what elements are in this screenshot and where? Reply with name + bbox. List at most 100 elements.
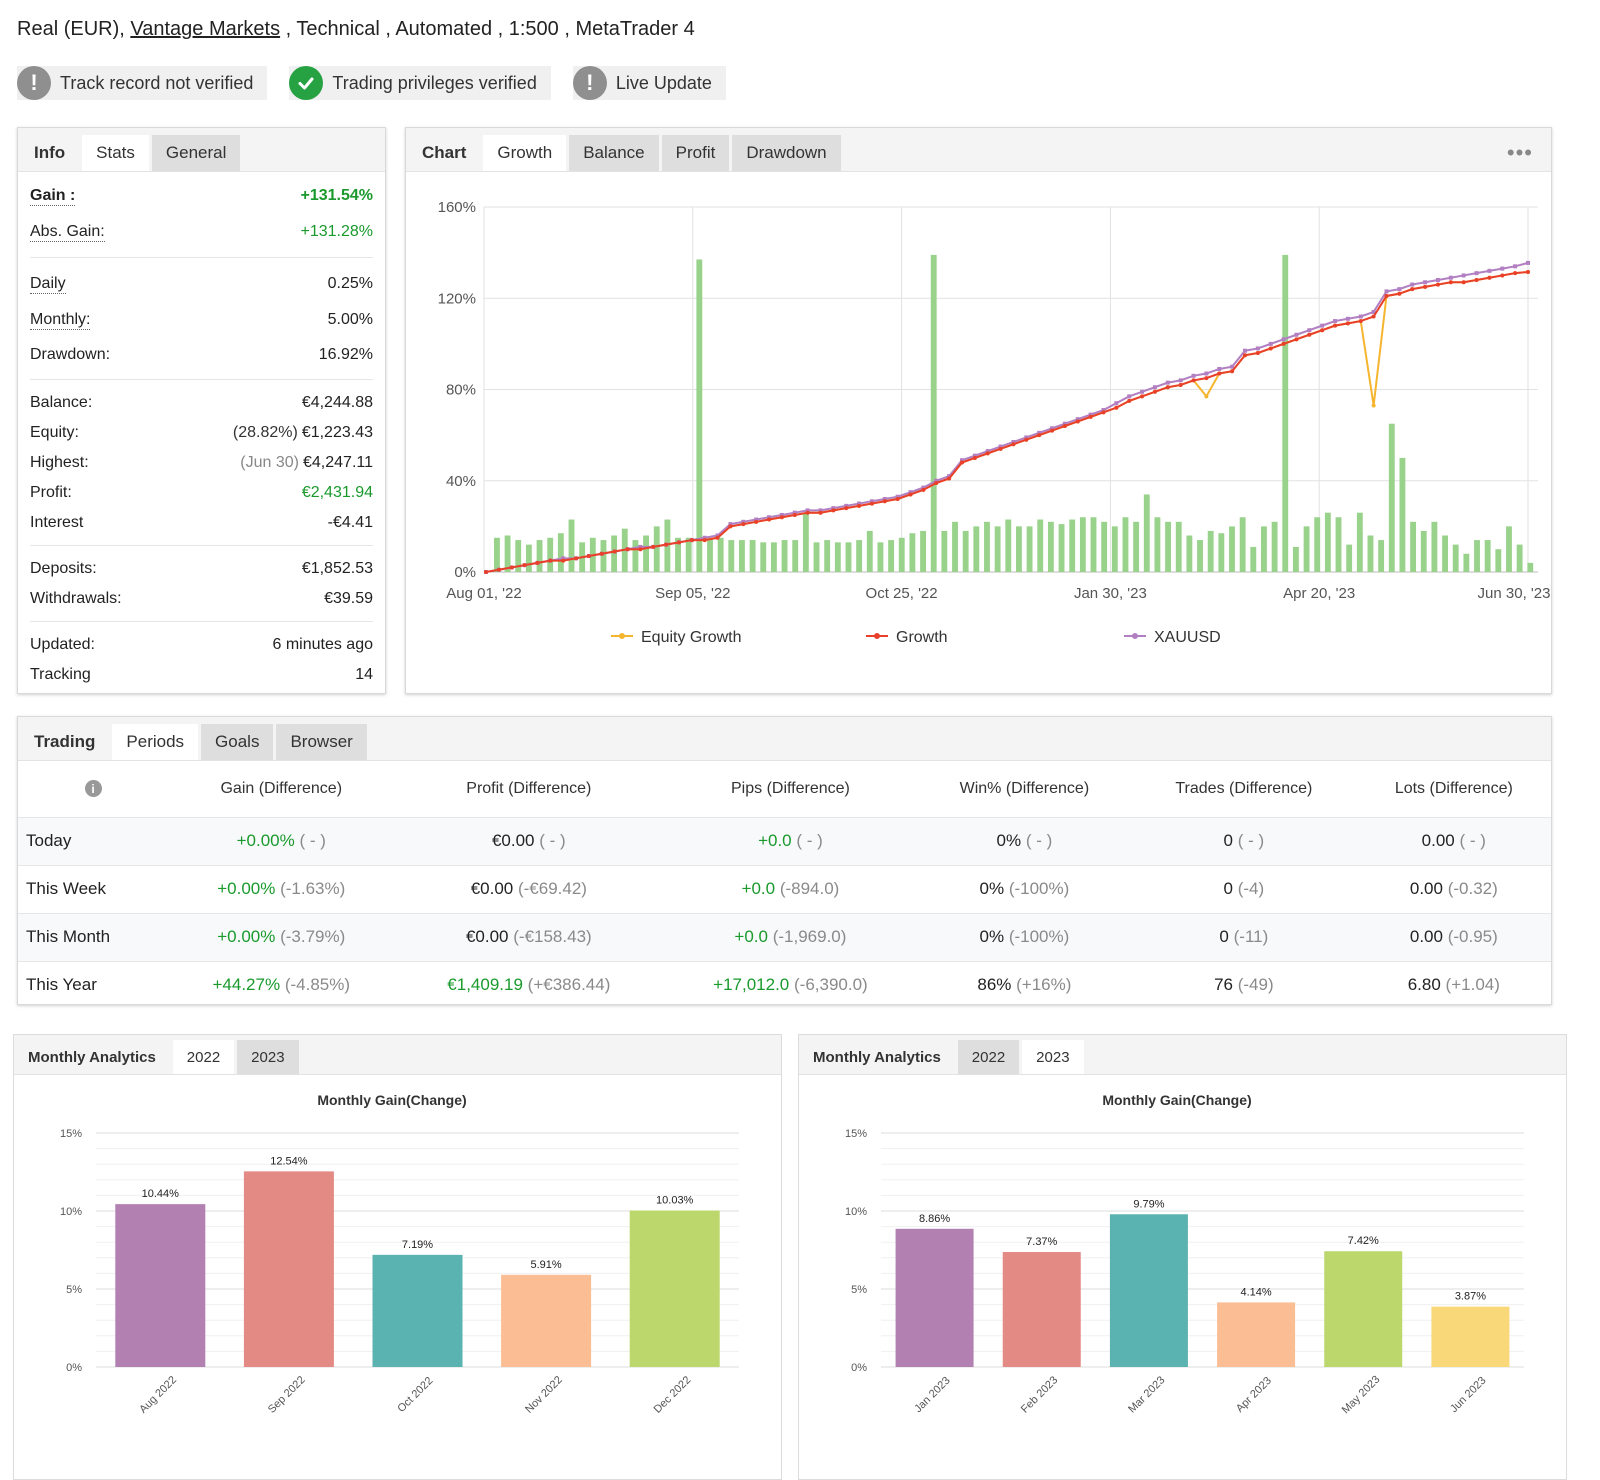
growth-point — [1397, 291, 1402, 296]
xauusd-point — [1358, 314, 1363, 319]
trade-bar — [707, 537, 713, 572]
info-icon[interactable]: i — [84, 780, 102, 798]
trade-bar — [1026, 526, 1033, 572]
growth-point — [484, 570, 488, 574]
trade-bar — [1229, 526, 1235, 572]
table-cell: 0 ( - ) — [1131, 816, 1357, 865]
xauusd-point — [1101, 408, 1106, 413]
tab-periods[interactable]: Periods — [112, 724, 199, 760]
table-cell: +0.0 (-894.0) — [663, 864, 918, 913]
tab-2023[interactable]: 2023 — [1022, 1040, 1084, 1074]
growth-point — [1140, 394, 1145, 399]
xauusd-point — [1281, 337, 1286, 342]
account-details: , Technical , Automated , 1:500 , MetaTr… — [280, 18, 695, 40]
balance-value: €4,244.88 — [301, 394, 373, 411]
trade-bar — [504, 535, 511, 572]
growth-point — [1474, 278, 1479, 282]
growth-point — [1487, 275, 1492, 280]
y-tick-label: 0% — [454, 564, 476, 581]
xauusd-point — [1050, 426, 1055, 431]
trade-bar — [1452, 544, 1459, 572]
cell-difference: (-0.32) — [1447, 879, 1498, 898]
trade-bar — [1388, 423, 1395, 572]
equity-growth-point — [1371, 403, 1376, 408]
xauusd-point — [702, 535, 707, 540]
cell-value: +0.00% — [217, 879, 276, 898]
xauusd-point — [767, 515, 772, 520]
trade-bar — [952, 521, 958, 572]
cell-difference: (-€69.42) — [517, 879, 587, 898]
growth-point — [908, 492, 913, 497]
trade-bar — [781, 540, 788, 572]
trade-bar — [1143, 494, 1150, 572]
trade-bar — [1122, 517, 1129, 572]
xauusd-point — [1371, 309, 1376, 314]
broker-link[interactable]: Vantage Markets — [130, 18, 281, 40]
bar-value-label: 7.42% — [1348, 1235, 1379, 1247]
divider — [30, 379, 373, 380]
trade-bar — [1069, 519, 1076, 572]
cell-value: 76 — [1214, 975, 1233, 995]
tab-growth[interactable]: Growth — [483, 135, 567, 171]
tab-browser[interactable]: Browser — [276, 724, 367, 760]
monthly-gain-chart-2023: Monthly Gain(Change) 0% 5% 10% 15% 8.86% Jan 2… — [845, 1092, 1524, 1416]
tab-profit[interactable]: Profit — [661, 135, 730, 171]
y-tick-label: 80% — [446, 382, 476, 399]
trading-privileges-badge: Trading privileges verified — [289, 66, 551, 100]
growth-point — [586, 554, 591, 559]
growth-point — [1062, 424, 1067, 428]
tab-drawdown[interactable]: Drawdown — [732, 135, 841, 171]
cell-difference: ( - ) — [1459, 831, 1486, 850]
trade-bar — [1410, 521, 1417, 572]
y-tick-label: 0% — [851, 1362, 867, 1374]
tab-2023[interactable]: 2023 — [237, 1040, 299, 1074]
x-tick-label: Nov 2022 — [523, 1374, 565, 1416]
more-options-icon[interactable]: ••• — [1506, 140, 1533, 165]
growth-point — [509, 565, 514, 570]
xauusd-point — [1526, 260, 1530, 265]
cell-value: 0.00 — [1409, 927, 1443, 946]
x-tick-label: Jan 30, '23 — [1074, 585, 1147, 602]
growth-point — [651, 544, 656, 549]
trade-bar — [1175, 521, 1182, 572]
tab-goals[interactable]: Goals — [201, 724, 274, 760]
tab-general[interactable]: General — [151, 135, 241, 171]
growth-point — [548, 558, 553, 563]
bar-value-label: 10.03% — [656, 1195, 694, 1207]
growth-point — [1217, 371, 1222, 376]
xauusd-point — [1268, 341, 1273, 346]
trade-bar — [1442, 535, 1448, 572]
tab-2022[interactable]: 2022 — [957, 1040, 1020, 1074]
growth-point — [638, 547, 643, 552]
xauusd-point — [1333, 319, 1338, 324]
growth-point — [1281, 341, 1286, 346]
growth-point — [1423, 284, 1428, 289]
xauusd-point — [1114, 401, 1119, 406]
xauusd-point — [1140, 389, 1145, 394]
live-update-badge: ! Live Update — [572, 66, 726, 100]
xauusd-point — [638, 544, 643, 549]
cell-value: €0.00 — [470, 879, 514, 898]
tab-balance[interactable]: Balance — [569, 135, 659, 171]
equity-growth-point — [1204, 394, 1209, 399]
month-bar — [629, 1210, 720, 1367]
trade-bar — [1005, 519, 1012, 572]
growth-point — [496, 567, 501, 572]
period-label: This Week — [18, 864, 168, 913]
trade-bar — [1495, 549, 1502, 572]
cell-value: 0% — [996, 831, 1022, 850]
xauusd-point — [1204, 371, 1209, 376]
growth-point — [741, 522, 746, 527]
cell-value: 0 — [1223, 831, 1233, 850]
tab-2022[interactable]: 2022 — [172, 1040, 235, 1074]
xauusd-point — [1152, 385, 1157, 390]
cell-difference: (+16%) — [1016, 975, 1072, 995]
xauusd-point — [1255, 346, 1260, 351]
badge-label: Live Update — [615, 72, 712, 93]
table-cell: €1,409.19 (+€386.44) — [394, 960, 664, 1009]
tab-stats[interactable]: Stats — [82, 135, 149, 171]
monthly-analytics-2022-panel: Monthly Analytics 2022 2023 Monthly Gain… — [13, 1034, 782, 1480]
growth-point — [1268, 346, 1273, 351]
xauusd-point — [792, 510, 797, 515]
xauusd-point — [857, 501, 862, 506]
